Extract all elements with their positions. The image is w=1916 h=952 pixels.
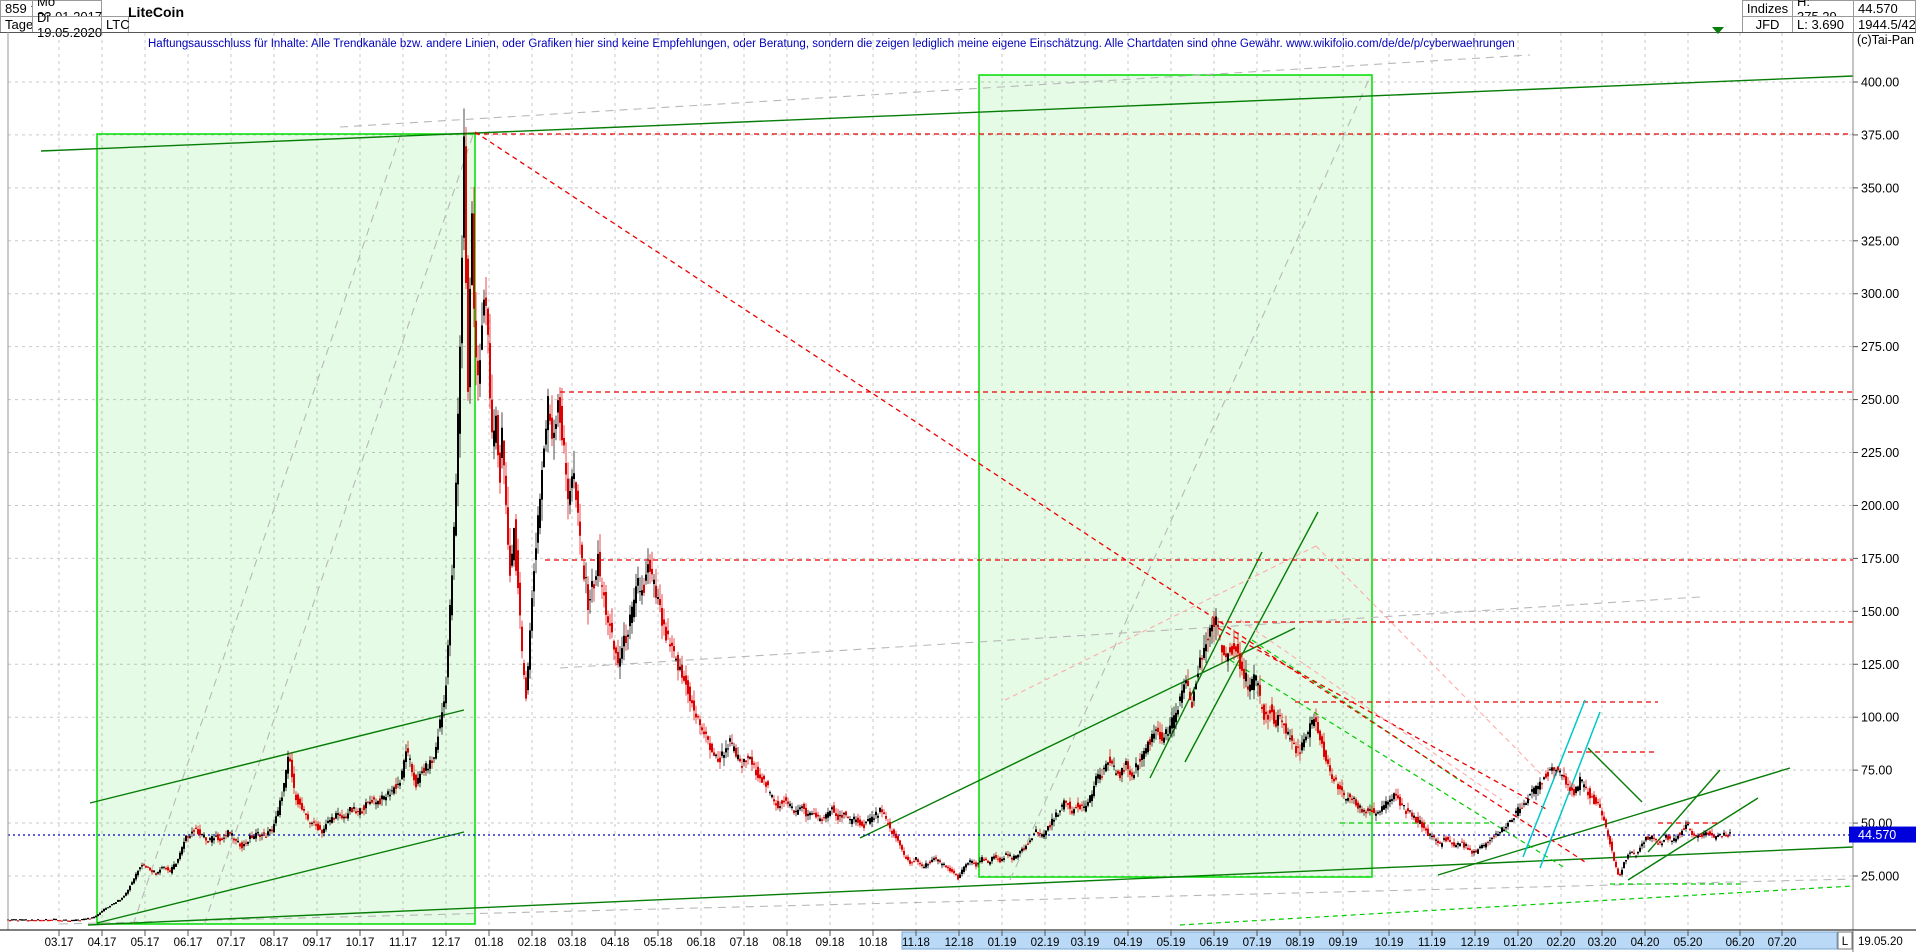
period-value: Tage: [5, 17, 34, 32]
month-axis-label: 04.18: [601, 937, 630, 949]
green-trendline: [1437, 767, 1791, 876]
disclaimer-text: Haftungsausschluss für Inhalte: Alle Tre…: [148, 38, 1515, 50]
gray-trendline: [339, 54, 1531, 128]
month-axis-label: 09.17: [303, 937, 332, 949]
last-date-label: 19.05.20: [1858, 936, 1903, 948]
price-marker-tab: [1849, 826, 1916, 843]
green-trendline: [859, 627, 1296, 839]
month-axis-label: 11.19: [1418, 937, 1446, 949]
price-axis-label: 175.00: [1861, 552, 1899, 566]
green-trendline: [96, 831, 465, 924]
month-axis-label: 04.20: [1631, 937, 1660, 949]
green-trendline: [40, 75, 1854, 152]
month-axis-label: 07.17: [217, 937, 246, 949]
last-cell-label: L: [1842, 936, 1849, 948]
price-axis-label: 125.00: [1861, 658, 1899, 672]
green-trendline: [1627, 797, 1759, 881]
month-axis-label: 05.20: [1674, 937, 1703, 949]
trendline-exit-marker-icon: [1712, 27, 1724, 34]
month-axis-label: 08.17: [260, 937, 289, 949]
green-dashed-line: [1229, 659, 1566, 869]
month-axis-label: 02.19: [1031, 937, 1060, 949]
pink-projection-line: [1239, 619, 1503, 801]
month-axis-label: 12.18: [945, 937, 974, 949]
month-axis-label: 10.19: [1375, 937, 1404, 949]
month-axis-label: 10.17: [346, 937, 375, 949]
price-axis-label: 350.00: [1861, 181, 1899, 195]
page-title: LiteCoin: [128, 4, 184, 20]
green-trendline: [87, 846, 1854, 926]
price-axis-label: 325.00: [1861, 234, 1899, 248]
pink-projection-line: [1004, 545, 1317, 701]
month-axis-label: 05.18: [644, 937, 673, 949]
month-axis-label: 06.17: [174, 937, 203, 949]
month-axis-label: 06.20: [1726, 937, 1755, 949]
month-axis-label: 04.19: [1114, 937, 1143, 949]
last-cell-box: [1837, 931, 1853, 950]
month-axis-label: 03.20: [1588, 937, 1617, 949]
gray-trendline: [1009, 76, 1371, 881]
date-range-selection[interactable]: [901, 931, 1838, 950]
month-axis-label: 08.18: [773, 937, 802, 949]
month-axis-label: 10.18: [859, 937, 888, 949]
month-axis-label: 06.19: [1200, 937, 1229, 949]
green-trendline: [89, 709, 465, 804]
price-axis-label: 400.00: [1861, 76, 1899, 90]
month-axis-label: 01.20: [1504, 937, 1533, 949]
month-axis-label: 02.20: [1547, 937, 1576, 949]
symbol-field[interactable]: LTC: [101, 16, 130, 33]
gray-trendline: [59, 878, 1854, 925]
month-axis-label: 09.18: [816, 937, 845, 949]
price-axis-label: 275.00: [1861, 340, 1899, 354]
month-axis-label: 03.19: [1071, 937, 1100, 949]
bars-count-value: 859: [5, 1, 27, 16]
cycle-box-2017: [96, 133, 476, 925]
header-divider: [0, 32, 1916, 33]
green-trendline: [1587, 747, 1643, 803]
price-axis-label: 75.00: [1861, 764, 1892, 778]
cycle-box-2019: [978, 74, 1373, 878]
month-axis-label: 05.19: [1157, 937, 1186, 949]
green-dashed-line: [1179, 885, 1854, 926]
month-axis-label: 02.18: [518, 937, 547, 949]
month-axis-label: 03.18: [558, 937, 587, 949]
price-axis-label: 250.00: [1861, 393, 1899, 407]
price-marker-value: 44.570: [1858, 828, 1896, 842]
copyright-label: (c)Tai-Pan: [1857, 33, 1914, 47]
month-axis-label: 12.19: [1461, 937, 1490, 949]
price-axis-label: 150.00: [1861, 605, 1899, 619]
month-axis-label: 06.18: [687, 937, 716, 949]
price-axis-label: 100.00: [1861, 711, 1899, 725]
price-axis-label: 25.000: [1861, 869, 1899, 883]
price-axis-label: 225.00: [1861, 446, 1899, 460]
candles-down-bodies: [9, 146, 1729, 922]
month-axis-label: 12.17: [432, 937, 461, 949]
red-resistance-line: [474, 131, 1586, 863]
month-axis-label: 11.18: [902, 937, 930, 949]
symbol-value: LTC: [106, 17, 130, 32]
month-axis-label: 07.19: [1243, 937, 1272, 949]
month-axis-label: 11.17: [389, 937, 417, 949]
month-axis-label: 07.20: [1768, 937, 1797, 949]
green-trendline: [1149, 551, 1263, 779]
month-axis-label: 05.17: [131, 937, 160, 949]
price-axis-label: 375.00: [1861, 128, 1899, 142]
price-axis-label: 200.00: [1861, 499, 1899, 513]
month-axis-label: 03.17: [45, 937, 74, 949]
month-axis-label: 01.18: [475, 937, 504, 949]
price-axis-label: 300.00: [1861, 287, 1899, 301]
month-axis-label: 07.18: [730, 937, 759, 949]
green-dashed-line: [1251, 639, 1463, 783]
month-axis-label: 04.17: [88, 937, 117, 949]
green-trendline: [1647, 769, 1721, 853]
month-axis-label: 09.19: [1329, 937, 1358, 949]
month-axis-label: 01.19: [988, 937, 1017, 949]
month-axis-label: 08.19: [1286, 937, 1315, 949]
green-trendline: [1184, 511, 1319, 763]
cyan-trendline: [1522, 699, 1586, 858]
